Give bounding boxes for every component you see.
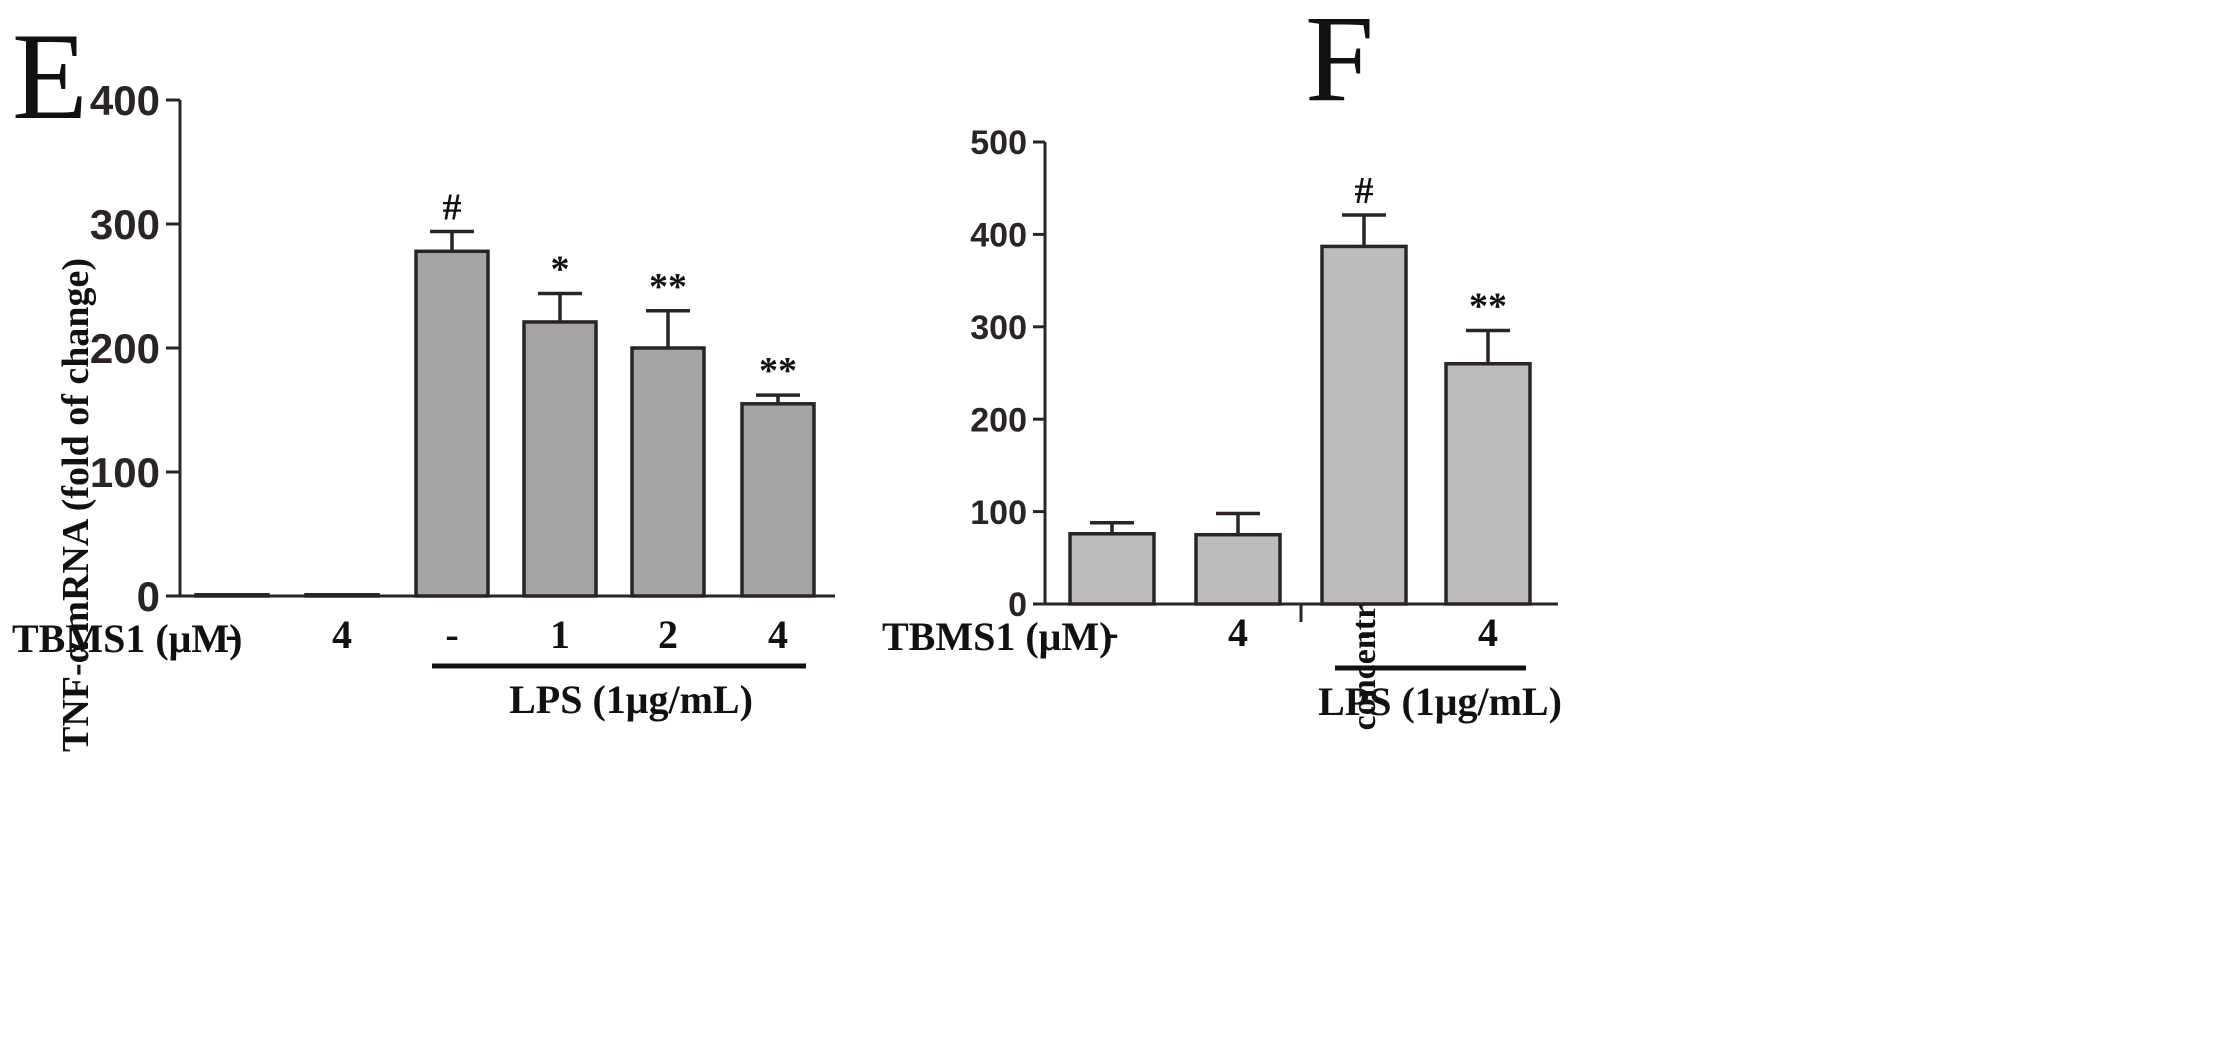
panel-e-significance-mark: #	[443, 186, 462, 228]
panel-f-plot-area: 0 100 200 300 400 500 - 4 # - ** 4 TBMS1 (μM) LPS (1μ…	[882, 124, 1562, 724]
panel-f-category-label: 4	[1478, 610, 1498, 655]
panel-f-y-tick-label: 400	[970, 217, 1027, 255]
panel-f-category-label: 4	[1228, 610, 1248, 655]
panel-f-bar	[1320, 244, 1408, 606]
panel-e-bar	[522, 320, 598, 598]
panel-f-bar	[1068, 532, 1156, 606]
panel-e-significance-mark: **	[759, 350, 797, 392]
panel-e-y-tick-label: 0	[137, 573, 160, 620]
panel-e-category-label: 4	[332, 612, 352, 657]
panel-f-letter: F	[1305, 0, 1374, 127]
panel-e-category-label: -	[225, 612, 238, 657]
panel-f-y-tick-label: 500	[970, 124, 1027, 162]
panel-f-bar	[1194, 532, 1282, 606]
panel-e-group-label: LPS (1μg/mL)	[509, 677, 753, 722]
panel-e-y-tick-label: 400	[90, 77, 160, 124]
panel-f: F concentration of TNF-α (pg/mL) 0100200…	[882, 0, 1562, 730]
panel-e-bar	[740, 402, 816, 598]
panel-f-bar	[1444, 362, 1532, 606]
panel-f-category-label: -	[1357, 610, 1370, 655]
panel-f-y-tick-label: 200	[970, 401, 1027, 439]
panel-e: E TNF-α mRNA (fold of change) 0 100 200 300…	[12, 8, 835, 752]
panel-e-bar	[414, 249, 490, 598]
panel-f-treatment-row-label: TBMS1 (μM)	[882, 614, 1112, 659]
panel-e-category-label: 4	[768, 612, 788, 657]
panel-e-bar	[630, 346, 706, 598]
panel-e-y-tick-label: 200	[90, 325, 160, 372]
panel-f-y-tick-label: 300	[970, 309, 1027, 347]
panel-e-significance-mark: *	[551, 248, 570, 290]
panel-f-category-label: -	[1105, 610, 1118, 655]
panel-f-group-label: LPS (1μg/mL)	[1318, 679, 1562, 724]
panel-f-y-tick-label: 0	[1008, 586, 1027, 624]
panel-e-category-label: 1	[550, 612, 570, 657]
panel-e-letter: E	[12, 8, 88, 145]
panel-e-significance-mark: **	[649, 266, 687, 308]
panel-e-category-label: -	[445, 612, 458, 657]
panel-f-significance-mark: #	[1355, 170, 1374, 212]
panel-e-plot-area: 0 100 200 300 400 - 4 # - * 1 ** 2 ** 4 TBMS1 (μM) LPS (…	[12, 77, 835, 722]
panel-e-y-axis-title: TNF-α mRNA (fold of change)	[55, 258, 97, 752]
panel-f-significance-mark: **	[1469, 285, 1507, 327]
panel-e-category-label: 2	[658, 612, 678, 657]
panel-e-y-tick-label: 100	[90, 449, 160, 496]
panel-e-y-tick-label: 300	[90, 201, 160, 248]
panel-e-bar	[194, 593, 270, 598]
panel-f-y-tick-label: 100	[970, 494, 1027, 532]
panel-e-treatment-row-label: TBMS1 (μM)	[12, 616, 242, 661]
panel-e-bar	[304, 593, 380, 598]
